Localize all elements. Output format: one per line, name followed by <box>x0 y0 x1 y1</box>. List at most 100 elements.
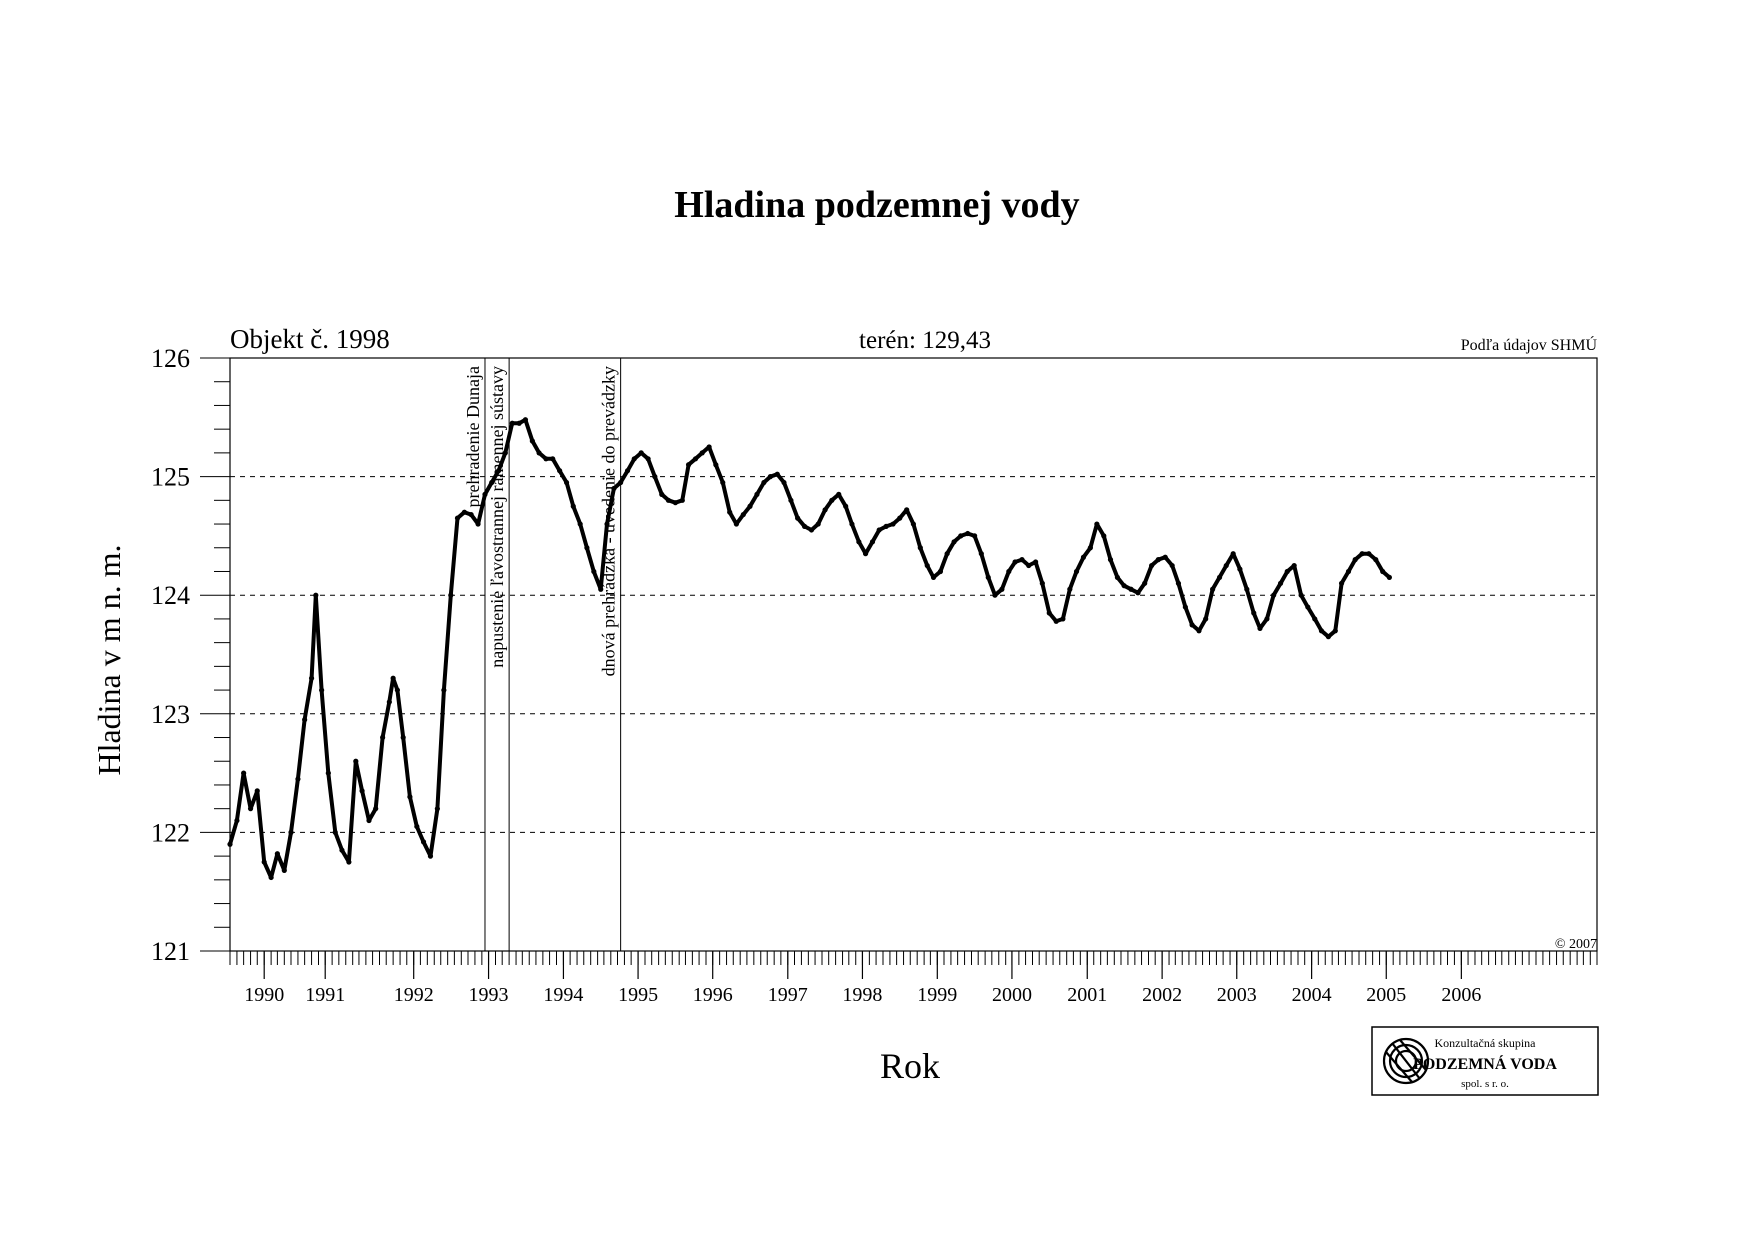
data-point <box>1067 586 1073 592</box>
series-line <box>228 417 1392 880</box>
data-point <box>604 521 610 527</box>
data-point <box>1012 559 1018 565</box>
object-label: Objekt č. 1998 <box>230 324 390 354</box>
data-point <box>1135 590 1141 596</box>
data-point <box>774 471 780 477</box>
data-point <box>227 841 233 847</box>
data-point <box>992 592 998 598</box>
data-point <box>1257 625 1263 632</box>
data-point <box>685 462 692 468</box>
x-tick-label: 2000 <box>992 984 1032 1006</box>
x-tick-label: 1999 <box>917 984 957 1006</box>
events-layer: prehradenie Dunaja napustenie ľavostranne… <box>463 358 622 951</box>
data-point <box>843 503 849 509</box>
data-point <box>420 839 427 845</box>
logo-frame <box>1371 1026 1599 1096</box>
data-point <box>659 491 665 497</box>
data-point <box>454 515 461 521</box>
copyright-label: © 2007 <box>1555 937 1597 952</box>
data-point <box>733 521 739 527</box>
data-point <box>808 527 815 533</box>
data-point <box>332 829 338 836</box>
x-tick-label: 2004 <box>1292 984 1332 1006</box>
data-point <box>788 497 794 503</box>
data-point <box>972 533 978 539</box>
data-point <box>407 794 413 800</box>
data-point <box>1087 545 1093 551</box>
data-point <box>448 592 454 598</box>
data-point <box>1345 568 1352 575</box>
data-point <box>346 859 352 865</box>
data-point <box>706 444 712 450</box>
data-point <box>638 450 644 456</box>
x-tick-label: 1993 <box>469 984 509 1006</box>
data-point <box>944 551 950 557</box>
data-point <box>536 450 542 456</box>
data-point <box>1237 566 1243 572</box>
data-point <box>461 509 468 515</box>
data-point <box>414 823 420 830</box>
data-point <box>1039 580 1045 586</box>
data-point <box>1155 557 1161 563</box>
data-point <box>747 503 753 509</box>
data-point <box>584 545 590 551</box>
data-point <box>951 539 957 545</box>
event-label: napustenie ľavostrannej ramennej sústavy <box>487 366 507 668</box>
x-tick-label: 2002 <box>1142 984 1182 1006</box>
data-point <box>679 497 685 503</box>
data-point <box>937 568 944 575</box>
chart-title: Hladina podzemnej vody <box>674 184 1079 226</box>
data-point <box>1121 583 1127 589</box>
data-point <box>720 479 726 486</box>
data-point <box>890 521 896 527</box>
data-point <box>822 507 828 513</box>
data-point <box>1019 557 1025 563</box>
data-point <box>1352 557 1358 563</box>
logo-mark-icon <box>1382 1037 1430 1085</box>
data-point <box>1175 580 1182 586</box>
y-tick-label: 121 <box>151 937 190 966</box>
data-point <box>591 568 597 575</box>
source-note: Podľa údajov SHMÚ <box>1461 335 1598 354</box>
data-point <box>1114 574 1121 581</box>
data-point <box>366 817 372 824</box>
data-point <box>1298 592 1304 598</box>
data-point <box>904 507 910 513</box>
data-point <box>740 511 746 518</box>
data-point <box>1196 628 1202 634</box>
data-point <box>836 491 842 497</box>
y-tick-label: 125 <box>151 463 190 492</box>
data-point <box>1210 586 1216 592</box>
data-point <box>359 788 365 794</box>
data-point <box>761 479 767 486</box>
data-point <box>247 806 254 812</box>
data-point <box>1244 586 1250 592</box>
data-point <box>801 523 808 530</box>
data-point <box>1101 533 1107 539</box>
data-point <box>1291 562 1297 569</box>
data-point <box>1046 610 1052 616</box>
logo-line-1: Konzultačná skupina <box>1435 1036 1537 1050</box>
data-point <box>1189 622 1195 628</box>
x-tick-label: 2003 <box>1217 984 1257 1006</box>
x-tick-label: 2006 <box>1441 984 1481 1006</box>
data-point <box>829 497 835 503</box>
data-point <box>713 462 719 468</box>
data-point <box>1305 604 1311 610</box>
data-point <box>543 456 549 462</box>
data-point <box>1332 628 1338 634</box>
x-axis-label: Rok <box>880 1046 940 1086</box>
data-point <box>999 586 1005 592</box>
data-point <box>1006 568 1012 575</box>
data-point <box>795 515 801 521</box>
axes-layer: 121 122 123 124 125 126 1990 1991 1992 1993 1994 19… <box>151 344 1598 1006</box>
data-point <box>261 859 267 865</box>
data-point <box>577 521 583 527</box>
data-point <box>1060 616 1066 622</box>
y-axis-label: Hladina v m n. m. <box>91 544 127 775</box>
data-point <box>482 491 488 497</box>
data-point <box>427 853 434 859</box>
data-point <box>624 468 631 474</box>
data-point <box>529 438 535 444</box>
y-tick-label: 124 <box>151 581 190 610</box>
